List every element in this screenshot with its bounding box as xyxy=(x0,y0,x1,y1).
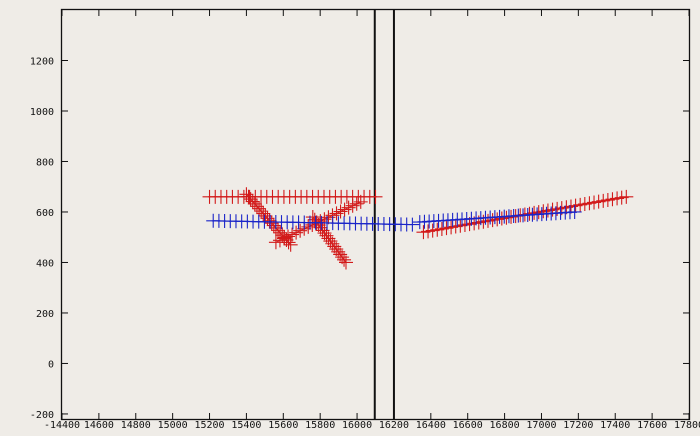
x-tick-label: 16800 xyxy=(490,420,520,431)
data-point xyxy=(335,250,350,265)
data-point xyxy=(319,228,334,243)
x-tick-label: 17800 xyxy=(674,420,700,431)
axis-ticks: -200 0 200 400 600 800 1000 1200 -14400 14600 1480… xyxy=(30,10,700,431)
data-point xyxy=(567,204,582,219)
data-point xyxy=(337,202,352,217)
y-tick-label: 1200 xyxy=(30,56,54,67)
x-tick-label: 15800 xyxy=(305,420,335,431)
data-point xyxy=(341,200,356,215)
data-point xyxy=(293,223,308,238)
x-tick-label: 15000 xyxy=(158,420,188,431)
data-point xyxy=(327,239,342,254)
data-point xyxy=(281,229,296,244)
data-point xyxy=(329,242,344,257)
data-point xyxy=(329,206,344,221)
data-point xyxy=(337,252,352,267)
data-points xyxy=(202,187,634,270)
data-point xyxy=(323,234,338,249)
x-tick-label: 16200 xyxy=(379,420,409,431)
data-point xyxy=(268,235,283,250)
y-tick-label: 800 xyxy=(36,157,54,168)
data-point xyxy=(311,218,326,233)
data-point xyxy=(305,210,320,225)
y-tick-label: 0 xyxy=(48,359,54,370)
data-point xyxy=(349,196,364,211)
x-tick-label: 15600 xyxy=(268,420,298,431)
x-tick-label: 15400 xyxy=(231,420,261,431)
data-point xyxy=(338,255,353,270)
data-point xyxy=(283,237,298,252)
data-point xyxy=(276,231,291,246)
x-tick-label: 16600 xyxy=(453,420,483,431)
data-point xyxy=(315,223,330,238)
x-tick-label: 14800 xyxy=(121,420,151,431)
x-tick-label: 16400 xyxy=(416,420,446,431)
y-tick-label: -200 xyxy=(30,410,54,421)
x-tick-label: 17000 xyxy=(526,420,556,431)
y-tick-label: 1000 xyxy=(30,107,54,118)
data-point xyxy=(272,233,287,248)
x-tick-label: 14600 xyxy=(84,420,114,431)
data-point xyxy=(353,194,368,209)
data-point xyxy=(331,244,346,259)
x-tick-label: 17600 xyxy=(637,420,667,431)
x-tick-label: 16000 xyxy=(342,420,372,431)
x-tick-label: 17200 xyxy=(563,420,593,431)
plot-frame xyxy=(60,8,691,421)
y-tick-label: 200 xyxy=(36,309,54,320)
x-tick-label: 17400 xyxy=(600,420,630,431)
data-point xyxy=(333,247,348,262)
data-point xyxy=(333,204,348,219)
data-point xyxy=(619,189,634,204)
data-point xyxy=(368,189,383,204)
data-point xyxy=(321,231,336,246)
data-point xyxy=(325,236,340,251)
data-point xyxy=(289,225,304,240)
data-point xyxy=(285,227,300,242)
x-tick-label: 15200 xyxy=(194,420,224,431)
vertical-markers xyxy=(373,10,395,419)
data-point xyxy=(345,198,360,213)
y-tick-label: 600 xyxy=(36,208,54,219)
data-point xyxy=(317,226,332,241)
data-point xyxy=(405,217,420,232)
x-tick-label: -14400 xyxy=(44,420,80,431)
y-tick-label: 400 xyxy=(36,258,54,269)
